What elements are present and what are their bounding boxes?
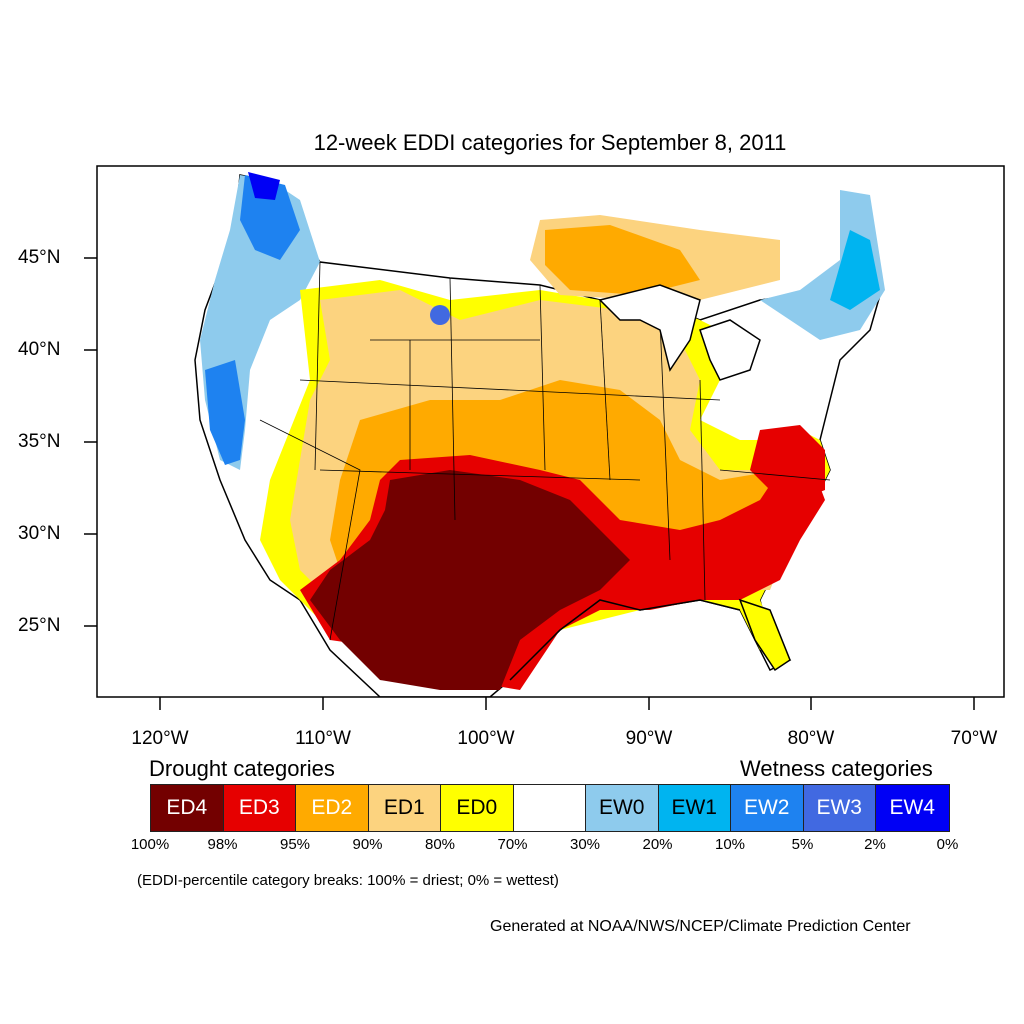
state-boundaries [259, 261, 831, 641]
wet-region-california [205, 360, 245, 465]
lat-label-35n: 35°N [18, 431, 61, 452]
legend-cell-ed4: ED4 [151, 785, 224, 831]
legend-break-label: 70% [497, 836, 528, 853]
legend-cell-ew0: EW0 [586, 785, 659, 831]
wet-region-northwest-max [248, 172, 280, 200]
legend-cell-none [513, 785, 586, 831]
legend-bar: ED4 ED3 ED2 ED1 ED0 EW0 EW1 EW2 EW3 EW4 [150, 784, 950, 832]
wet-region-northeast-core [830, 230, 880, 310]
lat-label-40n: 40°N [18, 339, 61, 360]
legend-cell-ew4: EW4 [876, 785, 949, 831]
legend-cell-ed1: ED1 [368, 785, 441, 831]
legend-cell-ed3: ED3 [223, 785, 296, 831]
legend-cell-ed2: ED2 [296, 785, 369, 831]
lon-label-90w: 90°W [625, 728, 673, 749]
lat-ticks [84, 257, 97, 627]
legend-break-label: 20% [642, 836, 673, 853]
lon-label-70w: 70°W [950, 728, 998, 749]
lon-label-80w: 80°W [787, 728, 835, 749]
legend-break-label: 100% [130, 836, 170, 853]
wet-spot-montana [430, 305, 450, 325]
legend-break-label: 90% [352, 836, 383, 853]
lon-label-120w: 120°W [131, 728, 189, 749]
ed2-region-north [545, 225, 700, 295]
gulf-coast [509, 599, 741, 681]
florida-peninsula [738, 598, 791, 672]
legend-cell-ew1: EW1 [658, 785, 731, 831]
legend-break-label: 95% [279, 836, 311, 853]
map-frame [96, 165, 1005, 698]
lon-ticks [159, 697, 975, 710]
ed4-region [310, 470, 630, 690]
legend-break-label: 80% [424, 836, 456, 853]
legend-wetness-title: Wetness categories [740, 756, 933, 781]
legend-break-label: 5% [791, 836, 814, 853]
lat-label-25n: 25°N [18, 615, 61, 636]
legend-cell-ew2: EW2 [731, 785, 804, 831]
lat-label-45n: 45°N [18, 247, 61, 268]
legend-cell-ed0: ED0 [441, 785, 514, 831]
legend-break-label: 98% [207, 836, 238, 853]
lat-label-30n: 30°N [18, 523, 61, 544]
map-title: 12-week EDDI categories for September 8,… [313, 130, 787, 155]
lon-label-110w: 110°W [295, 728, 351, 749]
ed3-region-southeast [750, 425, 825, 500]
legend-break-label: 2% [864, 836, 886, 853]
legend-break-label: 10% [714, 836, 746, 853]
great-lakes [598, 284, 761, 381]
credit-line: Generated at NOAA/NWS/NCEP/Climate Predi… [490, 918, 911, 935]
legend-cell-ew3: EW3 [803, 785, 876, 831]
legend-break-label: 30% [569, 836, 601, 853]
breaks-note: (EDDI-percentile category breaks: 100% =… [137, 872, 559, 889]
lon-label-100w: 100°W [457, 728, 515, 749]
legend-drought-title: Drought categories [149, 756, 335, 781]
legend-break-label: 0% [936, 836, 959, 853]
